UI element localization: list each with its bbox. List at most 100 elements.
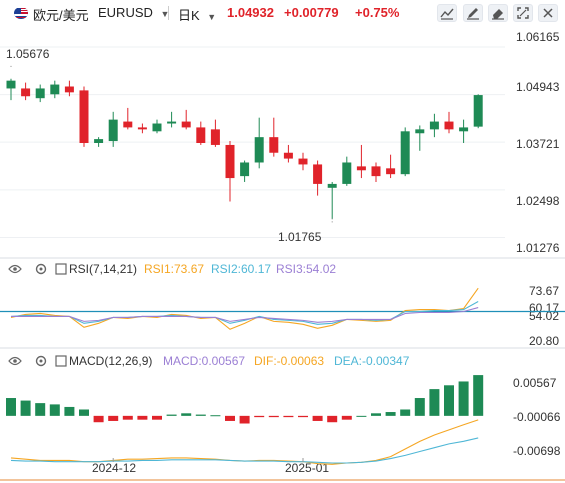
macd-bar bbox=[254, 415, 265, 418]
high-annotation: 1.05676 bbox=[6, 47, 50, 61]
candle-body bbox=[240, 162, 250, 177]
expand-icon bbox=[517, 7, 529, 19]
candle bbox=[123, 107, 133, 130]
macd-bar bbox=[327, 415, 338, 423]
candle bbox=[283, 144, 293, 163]
candle-body bbox=[356, 166, 366, 171]
candle bbox=[21, 82, 31, 101]
candle bbox=[137, 123, 147, 134]
rsi-settings-icon[interactable] bbox=[35, 263, 47, 275]
candle bbox=[196, 121, 206, 145]
candle-body bbox=[21, 88, 31, 97]
macd-eye-icon[interactable] bbox=[8, 356, 22, 366]
candle-body bbox=[196, 127, 206, 143]
macd-bar bbox=[400, 409, 411, 416]
macd-bar bbox=[49, 404, 60, 416]
candle bbox=[371, 162, 381, 182]
rsi-y-tick: 20.80 bbox=[529, 334, 559, 348]
pen-tool-button[interactable] bbox=[463, 4, 483, 22]
candle-body bbox=[50, 84, 60, 95]
candle bbox=[167, 111, 177, 128]
macd-bar bbox=[64, 406, 75, 416]
candle bbox=[386, 154, 396, 179]
candle bbox=[459, 119, 469, 143]
close-button[interactable] bbox=[538, 4, 558, 22]
candle-body bbox=[342, 162, 352, 184]
close-icon bbox=[543, 8, 553, 18]
candle bbox=[181, 109, 191, 130]
macd-bar bbox=[268, 415, 279, 418]
candle bbox=[313, 160, 323, 196]
timeframe-selector[interactable]: 日K ▼ bbox=[178, 5, 216, 24]
dif-line bbox=[10, 419, 479, 465]
dif-legend: DIF:-0.00063 bbox=[254, 354, 324, 368]
candle-body bbox=[152, 123, 162, 132]
caret-down-icon: ▼ bbox=[207, 12, 217, 22]
macd-bar bbox=[444, 385, 454, 416]
candle-body bbox=[6, 80, 16, 89]
candle bbox=[444, 111, 454, 134]
eraser-icon bbox=[492, 9, 504, 20]
rsi2-legend: RSI2:60.17 bbox=[211, 262, 271, 276]
candle-body bbox=[35, 88, 45, 99]
x-tick-label: 2025-01 bbox=[285, 461, 329, 475]
candle-body bbox=[400, 131, 410, 175]
x-tick-label: 2024-12 bbox=[92, 461, 136, 475]
y-tick-label: 1.02498 bbox=[516, 194, 560, 208]
rsi1-legend: RSI1:73.67 bbox=[144, 262, 204, 276]
macd-settings-icon[interactable] bbox=[35, 355, 47, 367]
macd-bar bbox=[181, 413, 192, 416]
macd-bar bbox=[6, 398, 16, 416]
candle-body bbox=[254, 137, 264, 163]
candle bbox=[50, 80, 60, 99]
macd-bar bbox=[283, 415, 294, 418]
candle-body bbox=[313, 164, 323, 184]
candle-body bbox=[298, 158, 308, 165]
candle-body bbox=[210, 129, 220, 145]
candle bbox=[225, 141, 235, 202]
candle-body bbox=[429, 121, 439, 130]
candle bbox=[254, 117, 264, 169]
rsi-eye-icon[interactable] bbox=[8, 264, 22, 274]
macd-title: MACD(12,26,9) bbox=[69, 354, 152, 368]
timeframe-label: 日K bbox=[178, 8, 200, 23]
chart-header: 欧元/美元 EURUSD ▼ 日K ▼ 1.04932 +0.00779 +0.… bbox=[0, 0, 565, 26]
candle bbox=[108, 111, 118, 147]
macd-bar bbox=[341, 415, 352, 420]
candle bbox=[298, 152, 308, 171]
macd-bar bbox=[239, 415, 250, 424]
eraser-tool-button[interactable] bbox=[488, 4, 508, 22]
symbol-selector[interactable]: EURUSD ▼ bbox=[98, 5, 169, 20]
macd-bar bbox=[458, 381, 469, 416]
rsi3-legend: RSI3:54.02 bbox=[276, 262, 336, 276]
trendline-tool-button[interactable] bbox=[437, 4, 457, 22]
macd-bar bbox=[137, 415, 148, 420]
macd-bar bbox=[20, 400, 31, 416]
candle bbox=[64, 80, 74, 97]
trendline-icon bbox=[440, 8, 454, 20]
candle bbox=[327, 181, 337, 219]
macd-bar bbox=[210, 415, 221, 417]
macd-bar bbox=[79, 409, 89, 416]
candle bbox=[269, 117, 279, 157]
macd-bar bbox=[122, 415, 133, 420]
rsi-grid-icon bbox=[55, 263, 67, 275]
candle-body bbox=[137, 127, 147, 130]
pair-name: 欧元/美元 bbox=[33, 8, 89, 23]
rsi-y-tick: 73.67 bbox=[529, 284, 559, 298]
macd-bar bbox=[35, 403, 46, 416]
divider bbox=[168, 6, 169, 20]
candle bbox=[94, 137, 104, 147]
y-tick-label: 1.04943 bbox=[516, 80, 560, 94]
y-tick-label: 1.01276 bbox=[516, 241, 560, 255]
candle-body bbox=[79, 90, 89, 143]
candle-body bbox=[415, 129, 425, 134]
candle-body bbox=[459, 127, 469, 132]
candle-body bbox=[167, 121, 177, 124]
dea-legend: DEA:-0.00347 bbox=[334, 354, 410, 368]
candle-body bbox=[473, 95, 483, 127]
fullscreen-button[interactable] bbox=[513, 4, 533, 22]
symbol-label: EURUSD bbox=[98, 5, 153, 20]
macd-bar bbox=[225, 415, 235, 421]
